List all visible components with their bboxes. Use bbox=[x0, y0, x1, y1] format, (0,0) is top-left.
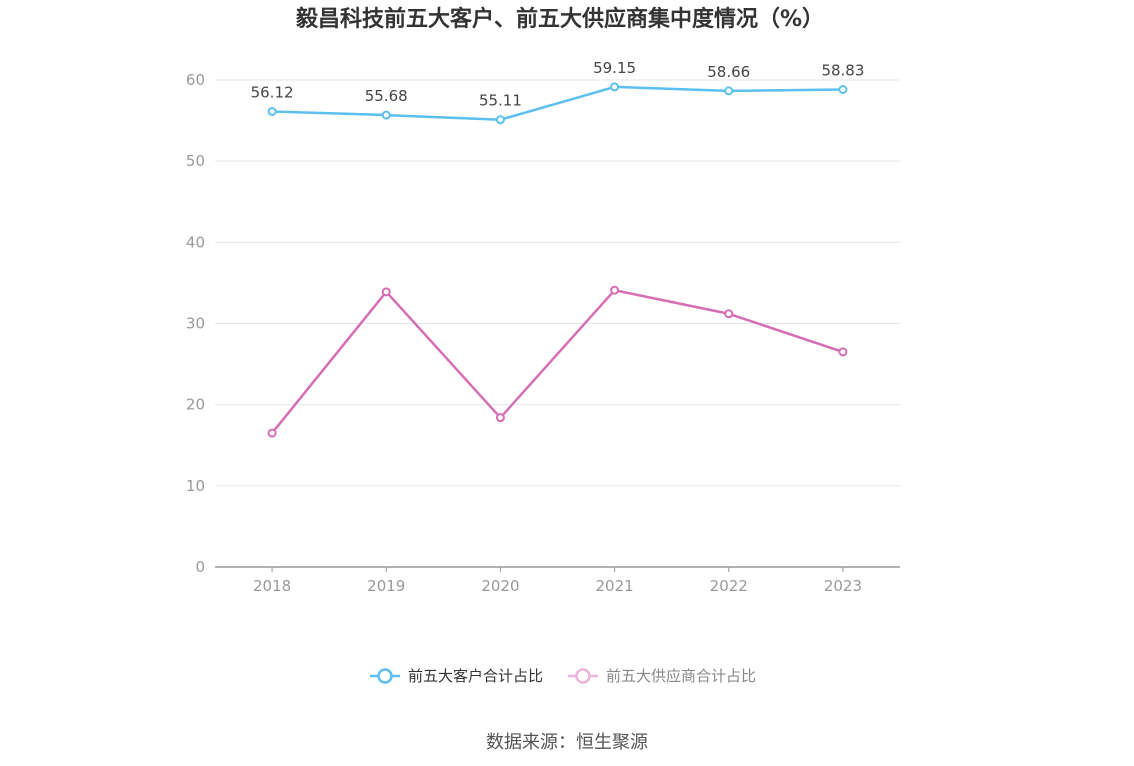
data-point bbox=[724, 309, 734, 319]
data-point bbox=[838, 84, 848, 94]
x-tick-label: 2020 bbox=[481, 577, 519, 595]
legend-marker bbox=[575, 668, 591, 684]
series-group: 56.12 55.68 55.11 59.15 58.66 58.83 bbox=[251, 59, 864, 438]
data-point bbox=[610, 82, 620, 92]
legend-marker bbox=[377, 668, 393, 684]
data-point bbox=[267, 106, 277, 116]
source-note: 数据来源：恒生聚源 bbox=[486, 732, 648, 753]
y-tick-label: 10 bbox=[186, 477, 205, 495]
data-point bbox=[724, 86, 734, 96]
axes: 0 10 20 30 40 50 60 2018 2019 2020 2021 2022 2023 bbox=[186, 71, 900, 595]
data-label: 59.15 bbox=[593, 59, 636, 77]
y-tick-label: 60 bbox=[186, 71, 205, 89]
x-tick-label: 2019 bbox=[367, 577, 405, 595]
data-label: 56.12 bbox=[251, 83, 294, 101]
y-tick-label: 0 bbox=[195, 558, 205, 576]
legend[interactable]: 前五大客户合计占比 前五大供应商合计占比 bbox=[370, 667, 756, 685]
grid bbox=[215, 79, 900, 487]
y-tick-label: 40 bbox=[186, 233, 205, 251]
data-point bbox=[838, 347, 848, 357]
chart-title: 毅昌科技前五大客户、前五大供应商集中度情况（%） bbox=[295, 6, 824, 32]
x-tick-label: 2018 bbox=[253, 577, 291, 595]
y-tick-label: 30 bbox=[186, 315, 205, 333]
data-point bbox=[267, 428, 277, 438]
x-tick-label: 2021 bbox=[595, 577, 633, 595]
series-line-0 bbox=[272, 85, 843, 121]
data-point bbox=[495, 413, 505, 423]
data-point bbox=[381, 287, 391, 297]
y-tick-label: 20 bbox=[186, 396, 205, 414]
legend-label: 前五大供应商合计占比 bbox=[606, 667, 756, 685]
y-tick-label: 50 bbox=[186, 152, 205, 170]
data-point bbox=[381, 110, 391, 120]
data-label: 55.68 bbox=[365, 87, 408, 105]
x-tick-label: 2023 bbox=[824, 577, 862, 595]
data-label: 58.66 bbox=[707, 63, 750, 81]
data-point bbox=[495, 115, 505, 125]
data-point bbox=[610, 285, 620, 295]
data-label: 58.83 bbox=[821, 61, 864, 79]
data-label: 55.11 bbox=[479, 92, 522, 110]
x-tick-label: 2022 bbox=[710, 577, 748, 595]
legend-label: 前五大客户合计占比 bbox=[408, 667, 543, 685]
series-line-1 bbox=[271, 288, 844, 434]
